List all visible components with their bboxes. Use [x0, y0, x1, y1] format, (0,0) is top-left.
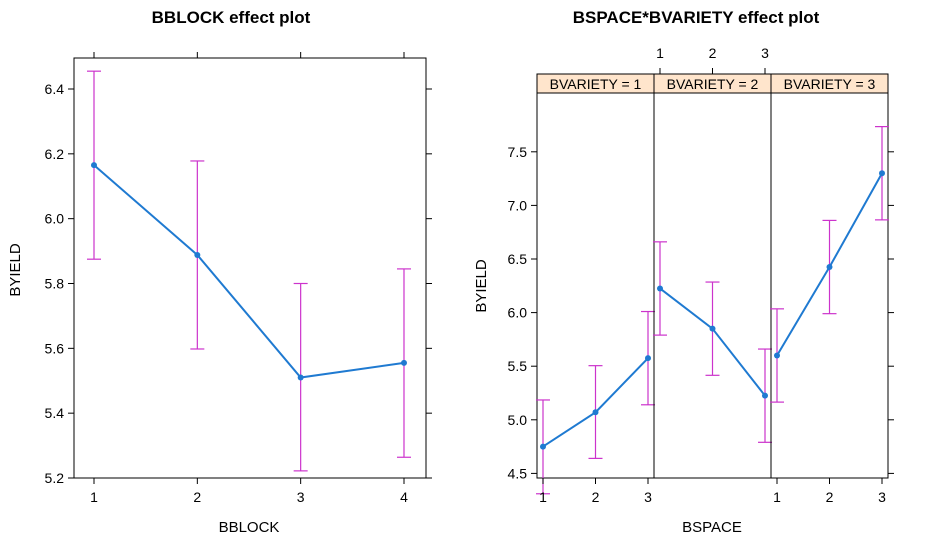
y-tick-label-bspace: 6.0 — [508, 305, 528, 321]
data-point-bspace — [826, 264, 833, 271]
y-tick-label-bblock: 5.6 — [45, 340, 65, 356]
panel-strip-label: BVARIETY = 1 — [550, 76, 642, 92]
data-point-bspace — [774, 352, 780, 359]
y-tick-label-bblock: 5.8 — [45, 276, 65, 292]
data-point-bspace — [540, 443, 546, 450]
x-tick-label-top-bspace: 1 — [656, 45, 664, 61]
data-point-bblock — [91, 162, 97, 169]
data-point-bspace — [879, 170, 885, 177]
y-tick-label-bblock: 5.4 — [45, 405, 65, 421]
chart-title-bspace-bvariety: BSPACE*BVARIETY effect plot — [573, 8, 820, 27]
data-point-bspace — [709, 325, 716, 332]
x-tick-label-top-bspace: 2 — [709, 45, 717, 61]
x-tick-label-bblock: 1 — [90, 489, 98, 505]
panel-strip-label: BVARIETY = 3 — [784, 76, 876, 92]
data-point-bblock — [400, 359, 407, 366]
x-axis-label-bblock: BBLOCK — [219, 519, 280, 536]
y-tick-label-bblock: 6.4 — [45, 81, 65, 97]
chart-title-bblock: BBLOCK effect plot — [152, 8, 311, 27]
x-tick-label-bblock: 2 — [193, 489, 201, 505]
x-tick-label-bspace: 2 — [592, 489, 600, 505]
plot-frame-bspace — [536, 73, 889, 479]
y-tick-label-bspace: 7.0 — [508, 197, 528, 213]
y-tick-label-bspace: 6.5 — [508, 251, 528, 267]
x-tick-label-bspace: 1 — [773, 489, 781, 505]
y-tick-label-bblock: 6.0 — [45, 211, 65, 227]
panel-strip-label: BVARIETY = 2 — [667, 76, 759, 92]
x-tick-label-bspace: 3 — [644, 489, 652, 505]
x-tick-label-bblock: 3 — [297, 489, 305, 505]
data-point-bspace — [657, 285, 663, 292]
x-tick-label-bspace: 3 — [878, 489, 886, 505]
x-tick-label-bspace: 1 — [539, 489, 547, 505]
data-point-bspace — [762, 392, 768, 399]
y-tick-label-bspace: 5.5 — [508, 358, 528, 374]
y-tick-label-bblock: 6.2 — [45, 146, 65, 162]
data-point-bblock — [194, 251, 201, 258]
x-tick-label-bblock: 4 — [400, 489, 408, 505]
x-tick-label-bspace: 2 — [826, 489, 834, 505]
x-tick-label-top-bspace: 3 — [761, 45, 769, 61]
data-point-bspace — [592, 409, 599, 416]
data-point-bblock — [297, 374, 304, 381]
x-axis-label-bspace: BSPACE — [682, 519, 742, 536]
data-point-bspace — [645, 355, 651, 362]
y-tick-label-bblock: 5.2 — [45, 470, 65, 486]
y-axis-label-bblock: BYIELD — [7, 243, 24, 297]
y-tick-label-bspace: 5.0 — [508, 412, 528, 428]
series-line-bblock — [93, 164, 405, 379]
plot-frame-bblock — [73, 57, 427, 479]
y-axis-label-bspace: BYIELD — [473, 259, 490, 313]
y-tick-label-bspace: 4.5 — [508, 465, 528, 481]
y-tick-label-bspace: 7.5 — [508, 144, 528, 160]
